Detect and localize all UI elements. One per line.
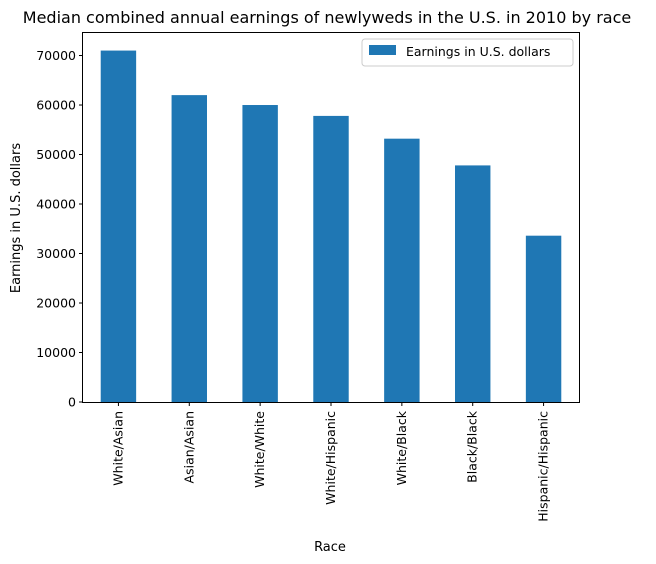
x-tick-label: White/Asian	[110, 411, 125, 486]
y-tick-label: 30000	[36, 246, 76, 261]
y-tick-label: 0	[68, 395, 76, 410]
x-tick-label: White/White	[252, 411, 267, 488]
bar	[455, 165, 491, 402]
legend-label: Earnings in U.S. dollars	[406, 44, 550, 59]
legend-box	[361, 38, 574, 67]
legend-swatch	[369, 45, 396, 55]
y-tick-label: 50000	[36, 147, 76, 162]
bar	[313, 115, 349, 403]
bar	[171, 95, 207, 402]
bar	[242, 105, 278, 402]
chart-title: Median combined annual earnings of newly…	[23, 8, 631, 27]
bar	[525, 235, 562, 402]
x-axis-label: Race	[314, 540, 346, 555]
y-tick-label: 20000	[36, 296, 76, 311]
y-tick-label: 60000	[36, 98, 76, 113]
plot-area: 0 10000 20000 30000 40000 50000 60000 70000 Whi…	[36, 32, 580, 522]
x-tick-label: Hispanic/Hispanic	[536, 411, 551, 522]
x-tick-label: Asian/Asian	[181, 411, 196, 483]
bars	[100, 50, 562, 403]
bar	[100, 50, 137, 402]
x-axis: White/Asian Asian/Asian White/White White/H…	[110, 402, 551, 522]
y-tick-label: 10000	[36, 345, 76, 360]
y-axis: 0 10000 20000 30000 40000 50000 60000 70000	[36, 48, 83, 410]
x-tick-label: White/Black	[394, 410, 409, 485]
y-tick-label: 40000	[36, 197, 76, 212]
x-tick-label: White/Hispanic	[323, 411, 338, 505]
y-axis-label: Earnings in U.S. dollars	[9, 143, 24, 293]
legend: Earnings in U.S. dollars	[361, 38, 574, 67]
y-tick-label: 70000	[36, 48, 76, 63]
x-tick-label: Black/Black	[465, 410, 480, 483]
bar	[384, 138, 420, 402]
